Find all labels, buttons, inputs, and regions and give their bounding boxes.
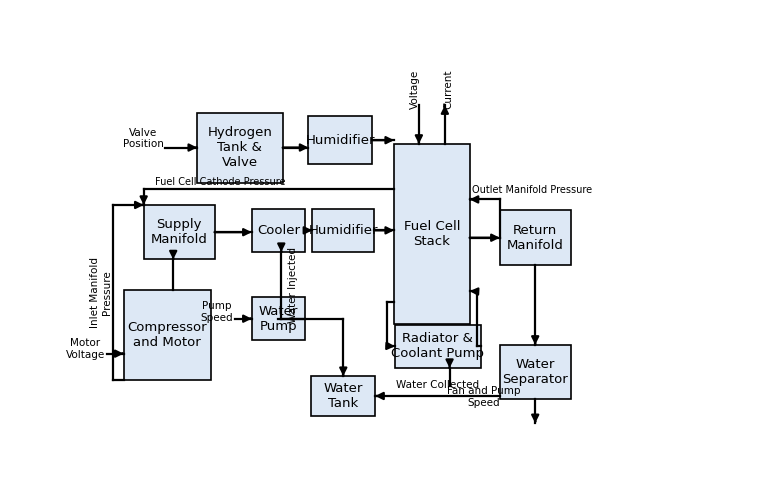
- Text: Inlet Manifold
Pressure: Inlet Manifold Pressure: [91, 257, 112, 328]
- Text: Water
Tank: Water Tank: [324, 382, 363, 410]
- Text: Cooler: Cooler: [257, 224, 299, 237]
- FancyBboxPatch shape: [144, 205, 215, 260]
- FancyBboxPatch shape: [395, 325, 481, 368]
- Text: Water
Separator: Water Separator: [502, 358, 568, 386]
- Text: Fuel Cell
Stack: Fuel Cell Stack: [404, 220, 460, 248]
- Text: Fan and Pump
Speed: Fan and Pump Speed: [447, 386, 520, 408]
- Text: Pump
Speed: Pump Speed: [200, 301, 233, 323]
- FancyBboxPatch shape: [309, 116, 372, 164]
- Text: Water Collected: Water Collected: [396, 380, 479, 391]
- FancyBboxPatch shape: [500, 210, 571, 265]
- Text: Water
Pump: Water Pump: [258, 304, 298, 333]
- FancyBboxPatch shape: [312, 376, 375, 416]
- Text: Supply
Manifold: Supply Manifold: [151, 218, 207, 246]
- FancyBboxPatch shape: [251, 208, 305, 252]
- Text: Outlet Manifold Pressure: Outlet Manifold Pressure: [472, 185, 592, 195]
- Text: Current: Current: [443, 69, 453, 109]
- FancyBboxPatch shape: [312, 208, 374, 252]
- Text: Return
Manifold: Return Manifold: [507, 224, 564, 252]
- Text: Valve
Position: Valve Position: [123, 128, 164, 149]
- Text: Voltage: Voltage: [410, 70, 421, 109]
- FancyBboxPatch shape: [500, 345, 571, 399]
- Text: Humidifier: Humidifier: [309, 224, 378, 237]
- FancyBboxPatch shape: [394, 144, 469, 324]
- FancyBboxPatch shape: [251, 297, 305, 340]
- FancyBboxPatch shape: [197, 112, 283, 183]
- Text: Fuel Cell Cathode Pressure: Fuel Cell Cathode Pressure: [155, 177, 286, 187]
- Text: Motor
Voltage: Motor Voltage: [66, 338, 104, 360]
- Text: Humidifier: Humidifier: [306, 134, 375, 147]
- Text: Radiator &
Coolant Pump: Radiator & Coolant Pump: [391, 332, 485, 360]
- Text: Water Injected: Water Injected: [288, 248, 299, 324]
- FancyBboxPatch shape: [123, 290, 211, 380]
- Text: Hydrogen
Tank &
Valve: Hydrogen Tank & Valve: [207, 126, 272, 169]
- Text: Compressor
and Motor: Compressor and Motor: [127, 321, 207, 349]
